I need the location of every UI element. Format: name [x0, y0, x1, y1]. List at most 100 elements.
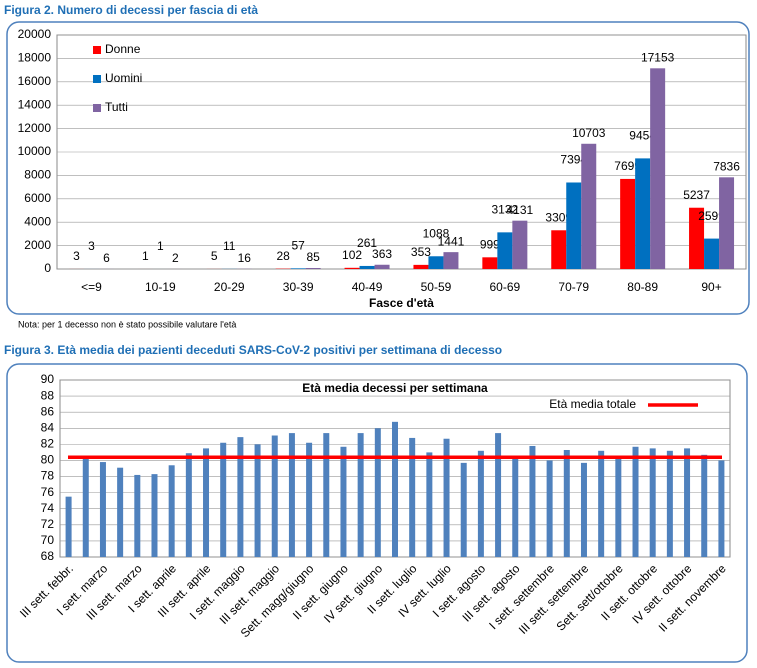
legend-label: Uomini: [105, 71, 142, 85]
bar: [563, 449, 570, 557]
data-label: 363: [372, 247, 392, 261]
data-label: 4131: [506, 203, 533, 217]
bar: [620, 178, 636, 269]
data-label: 10703: [572, 126, 606, 140]
bar: [271, 435, 278, 557]
bar: [305, 268, 321, 269]
bar: [374, 428, 381, 557]
data-label: 102: [342, 248, 362, 262]
bar: [392, 421, 398, 557]
bar: [323, 433, 330, 557]
bar: [701, 454, 708, 557]
data-label: 1441: [438, 234, 465, 248]
data-label: 3: [88, 239, 95, 253]
bar: [220, 442, 227, 557]
x-axis-title: Fasce d'età: [369, 296, 434, 310]
bar: [185, 453, 192, 557]
y-tick-label: 6000: [24, 191, 51, 205]
x-tick-label: <=9: [81, 280, 102, 294]
data-label: 1088: [423, 226, 450, 240]
bar: [718, 460, 725, 557]
bar: [684, 448, 691, 557]
bar: [635, 158, 651, 269]
data-label: 3132: [491, 203, 518, 217]
data-label: 353: [411, 245, 431, 259]
y-tick-label: 90: [41, 372, 55, 386]
data-label: 2: [172, 251, 179, 265]
data-label: 261: [357, 236, 377, 250]
bar: [615, 458, 622, 557]
bar: [477, 450, 484, 557]
y-tick-label: 68: [41, 549, 55, 563]
bar: [409, 437, 416, 557]
data-label: 2599: [698, 209, 725, 223]
y-tick-label: 18000: [18, 51, 52, 65]
legend-swatch: [93, 46, 101, 54]
y-tick-label: 74: [41, 501, 55, 515]
bar: [666, 450, 673, 557]
y-tick-label: 72: [41, 517, 55, 531]
data-label: 7836: [713, 159, 740, 173]
data-label: 999: [480, 237, 500, 251]
y-tick-label: 14000: [18, 97, 52, 111]
bar: [203, 448, 210, 557]
x-tick-label: 50-59: [421, 280, 452, 294]
x-tick-label: 80-89: [627, 280, 658, 294]
bar: [357, 433, 364, 557]
chart-title: Età media decessi per settimana: [302, 381, 488, 395]
data-label: 17153: [641, 50, 675, 64]
x-tick-label: 10-19: [145, 280, 176, 294]
x-tick-label: 30-39: [283, 280, 314, 294]
bar: [546, 460, 553, 557]
x-tick-label: 40-49: [352, 280, 383, 294]
figure-caption: Figura 2. Numero di decessi per fascia d…: [4, 3, 258, 17]
legend-label: Età media totale: [549, 397, 636, 411]
x-tick-label: 20-29: [214, 280, 245, 294]
x-tick-label: 90+: [701, 280, 721, 294]
y-tick-label: 88: [41, 388, 55, 402]
data-label: 7699: [614, 159, 641, 173]
bar: [82, 458, 89, 557]
data-label: 7394: [560, 153, 587, 167]
y-tick-label: 20000: [18, 27, 52, 41]
bar: [529, 445, 536, 557]
legend-label: Tutti: [105, 100, 128, 114]
data-label: 5: [211, 249, 218, 263]
bar: [704, 238, 720, 269]
bar: [650, 68, 666, 269]
y-tick-label: 16000: [18, 74, 52, 88]
figure-caption: Figura 3. Età media dei pazienti decedut…: [4, 343, 502, 357]
bar: [134, 474, 141, 557]
bar: [719, 177, 735, 269]
y-tick-label: 8000: [24, 168, 51, 182]
x-tick-label: 70-79: [558, 280, 589, 294]
bar: [151, 474, 158, 557]
bar: [426, 452, 433, 557]
y-tick-label: 10000: [18, 144, 52, 158]
y-tick-label: 4000: [24, 214, 51, 228]
bar: [443, 252, 459, 269]
bar: [512, 220, 528, 269]
bar: [340, 446, 347, 557]
bar: [290, 268, 306, 269]
data-label: 11: [223, 239, 236, 253]
legend-label: Donne: [105, 42, 141, 56]
bar: [168, 465, 175, 557]
bar: [344, 267, 360, 269]
y-tick-label: 12000: [18, 121, 52, 135]
bar: [306, 442, 313, 557]
data-label: 9454: [629, 129, 656, 143]
y-tick-label: 0: [44, 261, 51, 275]
bar: [551, 230, 567, 269]
bar: [460, 462, 467, 557]
bar: [649, 448, 656, 557]
y-tick-label: 70: [41, 533, 55, 547]
bar: [632, 446, 639, 557]
bar: [689, 207, 705, 269]
bar: [512, 457, 519, 557]
data-label: 28: [276, 249, 290, 263]
bar: [495, 433, 502, 557]
bar: [117, 467, 124, 557]
bar: [581, 143, 597, 269]
